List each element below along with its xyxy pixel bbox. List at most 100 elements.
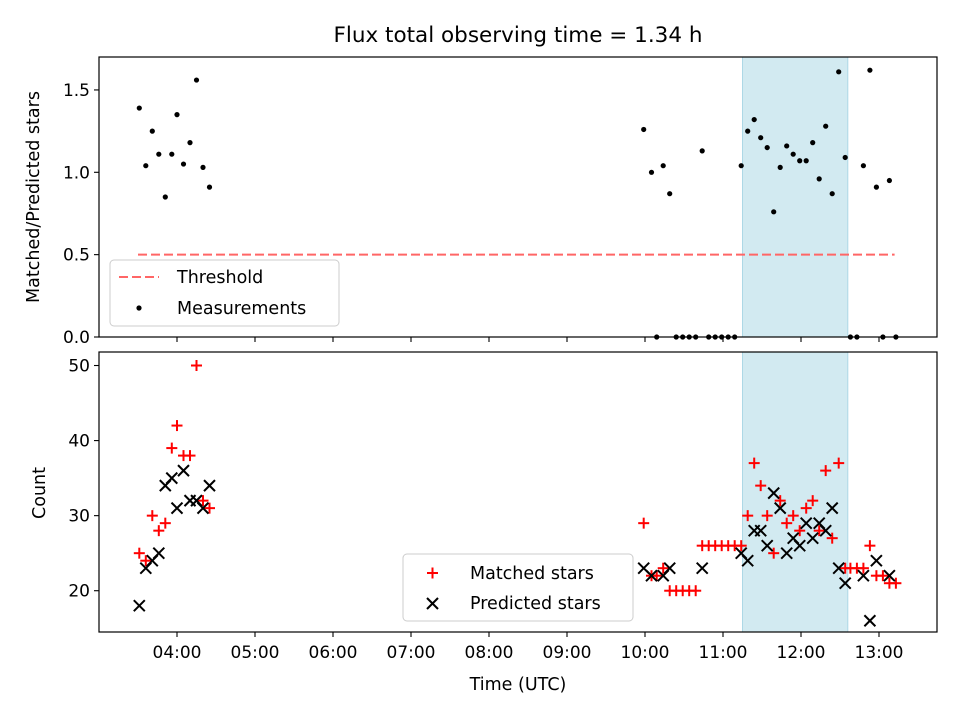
count-legend: Matched stars Predicted stars: [402, 553, 634, 622]
measurements-point: [829, 191, 835, 197]
measurements-point: [200, 164, 206, 170]
measurements-point: [886, 177, 893, 184]
x-axis-label: Time (UTC): [469, 675, 567, 695]
x-tick-label: 05:00: [231, 643, 280, 663]
predicted-stars-point: [196, 501, 210, 515]
matched-stars-point: [657, 562, 669, 574]
matched-stars-point: [690, 585, 702, 597]
count-y-tick-label: 20: [68, 582, 90, 602]
measurements-point: [873, 184, 880, 190]
measurements-point: [777, 164, 783, 170]
measurements-point: [136, 105, 142, 111]
measurements-legend-swatch: [136, 305, 142, 311]
matched-stars-point: [146, 510, 158, 522]
x-tick-label: 10:00: [621, 643, 670, 663]
predicted-stars-point: [870, 554, 883, 567]
predicted-stars-point: [883, 569, 896, 582]
matched-stars-point: [877, 570, 889, 582]
matched-stars-point: [133, 547, 145, 559]
ratio-y-tick-label: 0.5: [63, 246, 90, 266]
matched-stars-point: [761, 510, 773, 522]
measurements-point: [758, 135, 764, 141]
measurements-point: [836, 69, 842, 75]
predicted-stars-point: [170, 501, 184, 515]
matched-stars-legend-swatch: [427, 567, 438, 579]
measurements-point: [816, 176, 822, 182]
matched-stars-point: [140, 555, 152, 567]
measurements-point: [699, 148, 705, 154]
predicted-stars-point: [133, 599, 146, 612]
matched-stars-point: [833, 457, 845, 469]
matched-stars-point: [748, 457, 760, 469]
predicted-stars-point: [857, 569, 870, 582]
matched-stars-point: [774, 495, 786, 507]
measurements-point: [867, 67, 873, 73]
predicted-stars-point: [695, 561, 709, 575]
measurements-point: [143, 163, 149, 169]
predicted-stars-point: [825, 501, 839, 515]
measurements-point: [784, 143, 790, 149]
predicted-stars-legend-label: Predicted stars: [470, 594, 601, 614]
measurements-point: [648, 169, 655, 175]
count-y-tick-label: 40: [68, 432, 90, 452]
matched-stars-point: [800, 502, 812, 514]
measurements-point: [810, 140, 816, 146]
matched-stars-point: [826, 532, 838, 544]
count-panel: 20 30 40 50 04:00 05:00 06:00 07:00 08:00 09:00 1…: [30, 351, 938, 663]
ratio-y-tick-label: 0.0: [63, 328, 90, 348]
matched-stars-point: [857, 562, 869, 574]
count-panel-frame: [98, 351, 938, 633]
measurements-point: [860, 163, 867, 169]
matched-stars-point: [651, 570, 663, 582]
chart-title: Flux total observing time = 1.34 h: [334, 23, 703, 48]
measurements-point: [641, 126, 647, 133]
matched-stars-point: [159, 517, 171, 529]
ratio-panel-frame: [98, 56, 938, 338]
matched-stars-point: [820, 465, 832, 477]
x-tick-label: 04:00: [153, 643, 202, 663]
predicted-stars-point: [806, 531, 819, 545]
predicted-stars-point: [793, 539, 806, 552]
matched-stars-point: [755, 480, 767, 492]
matched-stars-legend-label: Matched stars: [470, 564, 594, 584]
matched-stars-point: [890, 577, 902, 589]
matched-stars-point: [171, 420, 183, 432]
measurements-point: [169, 151, 175, 157]
matched-stars-point: [638, 517, 650, 529]
measurements-point: [156, 151, 162, 157]
measurements-point: [803, 158, 809, 164]
x-tick-label: 13:00: [855, 643, 904, 663]
count-y-tick-label: 30: [68, 507, 90, 527]
measurements-point: [738, 163, 744, 169]
ratio-panel: 0.0 0.5 1.0 1.5 Matched/Predicted stars Thr…: [24, 56, 938, 348]
matched-stars-point: [787, 510, 799, 522]
matched-stars-point: [742, 510, 754, 522]
matched-stars-point: [166, 442, 178, 454]
matched-stars-point: [781, 517, 793, 529]
predicted-stars-point: [741, 554, 754, 567]
predicted-stars-point: [645, 569, 658, 582]
matched-stars-point: [864, 540, 876, 552]
measurements-point: [187, 140, 193, 146]
predicted-stars-point: [767, 486, 780, 500]
ratio-highlight-span: [742, 56, 849, 338]
ratio-y-tick-label: 1.5: [63, 81, 90, 101]
matched-stars-point: [813, 525, 825, 537]
predicted-stars-point: [780, 546, 793, 560]
threshold-legend-label: Threshold: [176, 268, 263, 288]
matched-stars-point: [768, 547, 780, 559]
x-tick-label: 11:00: [699, 643, 748, 663]
predicted-stars-point: [838, 576, 852, 590]
predicted-stars-point: [799, 516, 813, 530]
x-tick-label: 09:00: [543, 643, 592, 663]
measurements-point: [174, 112, 180, 118]
ratio-y-tick-label: 1.0: [63, 163, 90, 183]
ratio-y-axis-label: Matched/Predicted stars: [24, 91, 44, 303]
matched-stars-point: [794, 525, 806, 537]
measurements-point: [180, 161, 187, 167]
matched-stars-point: [735, 540, 747, 552]
x-tick-label: 12:00: [777, 643, 826, 663]
measurements-point: [771, 209, 777, 215]
measurements-point: [751, 116, 757, 123]
measurements-point: [790, 151, 796, 157]
